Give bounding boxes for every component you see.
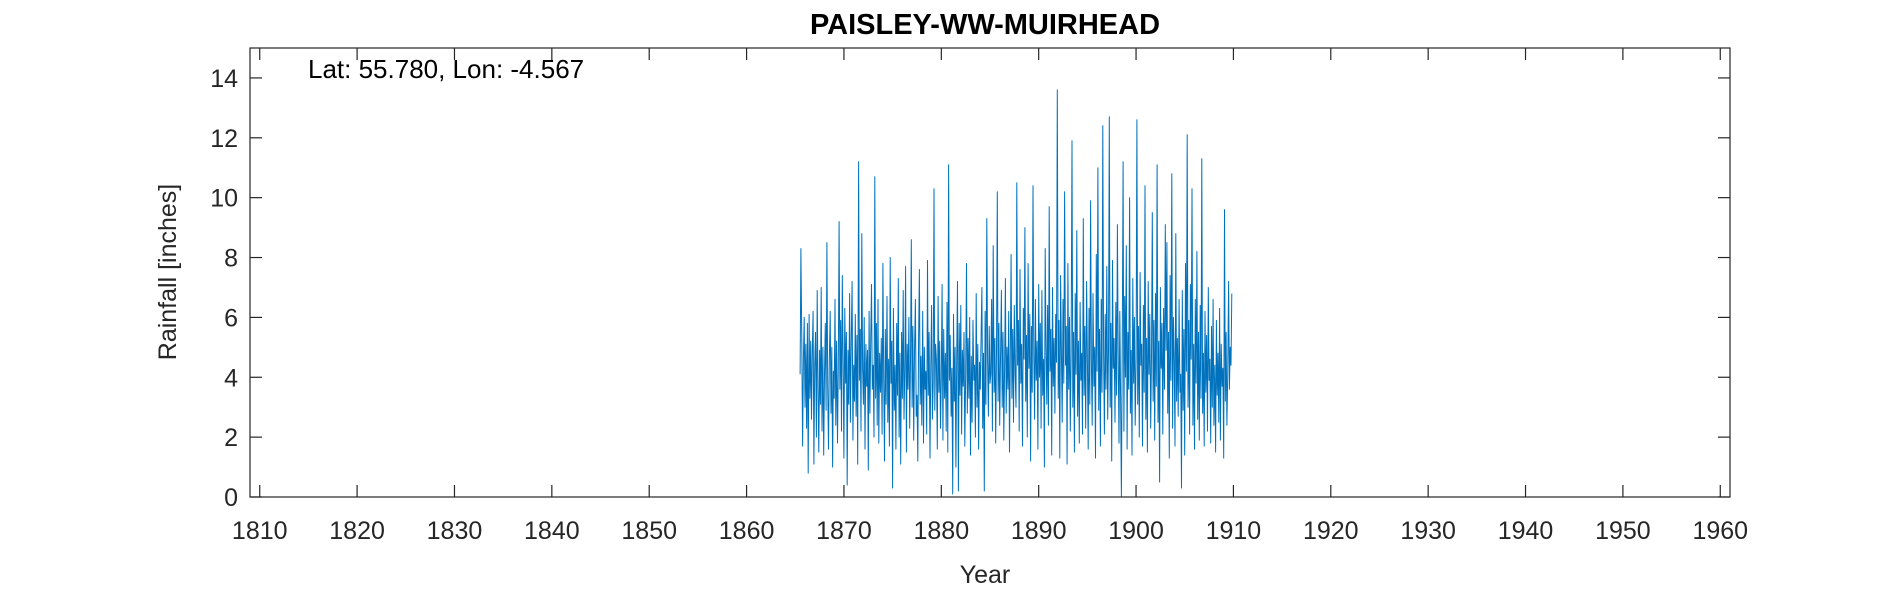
x-tick-label: 1830 (427, 517, 483, 545)
x-tick-label: 1950 (1595, 517, 1651, 545)
y-tick-label: 6 (224, 304, 238, 332)
x-tick-label: 1960 (1692, 517, 1748, 545)
chart-title: PAISLEY-WW-MUIRHEAD (810, 9, 1160, 41)
axes-box (249, 47, 1731, 498)
x-tick-label: 1820 (329, 517, 385, 545)
x-tick-label: 1840 (524, 517, 580, 545)
x-tick-label: 1810 (232, 517, 288, 545)
x-tick-label: 1870 (816, 517, 872, 545)
y-tick-label: 14 (210, 65, 238, 93)
location-annotation: Lat: 55.780, Lon: -4.567 (308, 54, 584, 84)
x-tick-label: 1880 (914, 517, 970, 545)
x-axis-label: Year (960, 561, 1011, 589)
x-tick-label: 1850 (621, 517, 677, 545)
y-tick-label: 12 (210, 125, 238, 153)
x-tick-label: 1910 (1206, 517, 1262, 545)
series-line-0 (799, 89, 1233, 498)
y-tick-label: 8 (224, 245, 238, 273)
y-tick-label: 10 (210, 185, 238, 213)
x-tick-label: 1920 (1303, 517, 1359, 545)
y-tick-label: 0 (224, 484, 238, 512)
y-tick-label: 2 (224, 424, 238, 452)
x-tick-label: 1890 (1011, 517, 1067, 545)
y-axis-label: Rainfall [inches] (154, 184, 182, 360)
x-tick-label: 1860 (719, 517, 775, 545)
x-tick-label: 1940 (1498, 517, 1554, 545)
x-tick-label: 1930 (1400, 517, 1456, 545)
x-tick-label: 1900 (1108, 517, 1164, 545)
plot-area: 1810 1820 1830 1840 1850 1860 1870 1880 1890 1900… (210, 47, 1748, 545)
y-tick-label: 4 (224, 364, 238, 392)
